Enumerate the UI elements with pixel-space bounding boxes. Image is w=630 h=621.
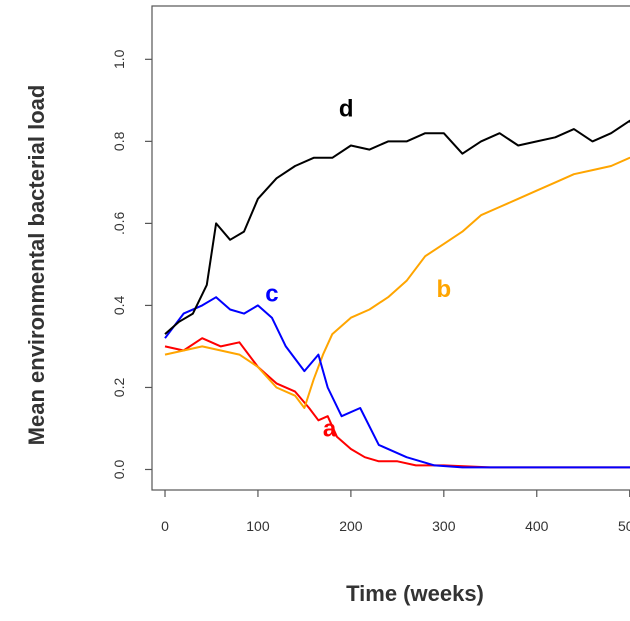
y-tick-label: 1.0 — [111, 49, 127, 69]
series-label-b: b — [436, 276, 451, 303]
series-line-a — [164, 337, 630, 469]
x-tick-label: 200 — [339, 518, 363, 534]
series-labels: a b c d — [265, 96, 451, 443]
y-tick-label: .0.6 — [111, 212, 127, 236]
series-line-c — [164, 296, 630, 469]
series-label-a: a — [323, 416, 337, 443]
series-lines — [164, 119, 630, 469]
y-axis-title: Mean environmental bacterial load — [24, 85, 49, 446]
x-tick-label: 500 — [618, 518, 630, 534]
plot-frame — [151, 5, 630, 491]
y-tick-label: 0.2 — [111, 378, 127, 398]
x-tick-label: 400 — [525, 518, 549, 534]
x-axis-title: Time (weeks) — [346, 581, 484, 606]
series-label-d: d — [339, 96, 354, 123]
x-tick-label: 0 — [161, 518, 169, 534]
series-label-c: c — [265, 280, 278, 307]
y-tick-label: 0.0 — [111, 460, 127, 480]
series-line-d — [164, 119, 630, 335]
y-axis: 0.0 0.2 0.4 .0.6 0.8 1.0 — [111, 49, 152, 479]
x-tick-label: 100 — [246, 518, 270, 534]
x-tick-label: 300 — [432, 518, 456, 534]
y-tick-label: 0.4 — [111, 295, 127, 315]
y-tick-label: 0.8 — [111, 131, 127, 151]
x-axis: 0 100 200 300 400 500 — [161, 490, 630, 534]
series-line-b — [164, 156, 630, 409]
